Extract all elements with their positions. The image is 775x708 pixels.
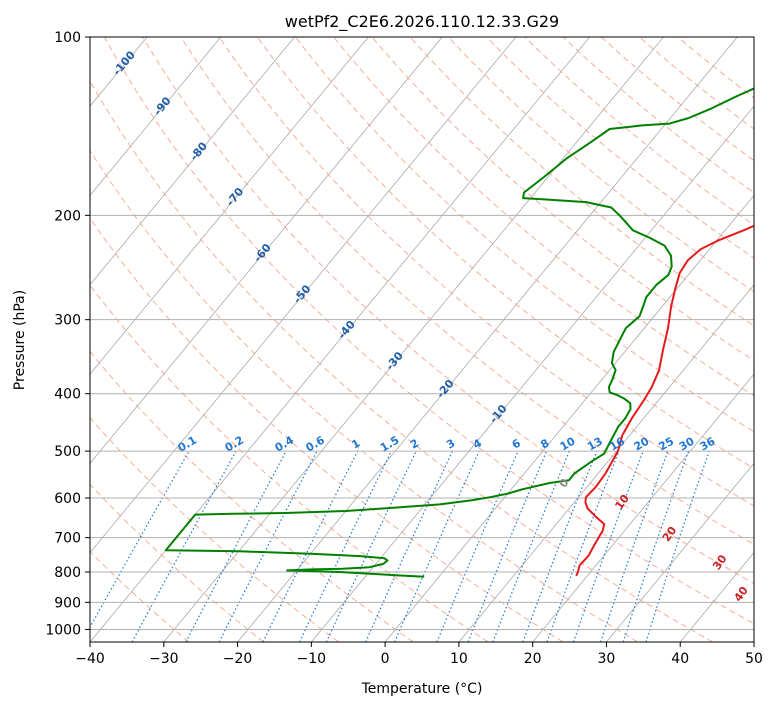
- y-axis: 100 200 300 400 500 600 700 800 900 1000: [45, 30, 90, 638]
- y-tick-label: 500: [54, 444, 81, 460]
- dry-adiabat-line: [104, 37, 754, 625]
- y-tick-label: 1000: [45, 622, 81, 638]
- x-tick-label: −30: [149, 651, 179, 667]
- dry-adiabat-line: [448, 37, 754, 293]
- mixing-ratio-line: [436, 450, 519, 642]
- isotherm-line: [90, 37, 443, 464]
- y-tick-label: 200: [54, 208, 81, 224]
- isotherm-line: [606, 462, 754, 642]
- dry-adiabat-line: [524, 37, 754, 226]
- mixing-ratio-line: [365, 450, 454, 642]
- temperature-profile-line: [575, 224, 754, 577]
- y-tick-label: 400: [54, 387, 81, 403]
- mixing-ratio-line: [572, 450, 644, 642]
- y-tick-label: 700: [54, 531, 81, 547]
- dry-adiabat-line: [90, 483, 265, 642]
- dewpoint-profile-line: [164, 87, 754, 578]
- y-tick-label: 100: [54, 30, 81, 46]
- x-axis: −40 −30 −20 −10 0 10 20 30 40 50: [75, 642, 763, 667]
- pressure-gridlines: [90, 37, 754, 630]
- dry-adiabat-line: [486, 37, 754, 259]
- profiles: [164, 87, 754, 578]
- x-tick-label: −10: [297, 651, 327, 667]
- isotherm-line: [90, 37, 222, 196]
- dry-adiabat-line: [333, 37, 754, 397]
- dry-adiabat-line: [295, 37, 754, 433]
- background-lines: [90, 37, 754, 642]
- mixing-ratio-line: [262, 450, 359, 642]
- dry-adiabat-line: [90, 417, 339, 642]
- plot-frame: [89, 36, 755, 643]
- dry-adiabat-line: [142, 37, 754, 585]
- mixing-ratio-line: [299, 450, 392, 642]
- x-tick-label: 30: [598, 651, 616, 667]
- dry-adiabat-line: [90, 149, 639, 642]
- x-tick-label: −40: [75, 651, 105, 667]
- y-tick-label: 600: [54, 491, 81, 507]
- isotherm-line: [163, 37, 664, 642]
- isotherm-line: [532, 373, 754, 642]
- dry-adiabat-line: [90, 284, 489, 642]
- chart-title: wetPf2_C2E6.2026.110.12.33.G29: [285, 12, 559, 32]
- mixing-ratio-line: [394, 450, 480, 642]
- mixing-ratio-line: [90, 450, 190, 629]
- y-tick-label: 900: [54, 595, 81, 611]
- y-axis-label: Pressure (hPa): [12, 290, 28, 390]
- isotherm-line: [90, 37, 369, 375]
- mixing-ratio-line: [131, 450, 237, 642]
- isotherm-line: [458, 284, 754, 642]
- dry-adiabat-line: [371, 37, 754, 361]
- x-tick-label: 0: [381, 651, 390, 667]
- dry-adiabat-line: [90, 80, 713, 642]
- dry-adiabat-line: [90, 217, 564, 642]
- y-tick-label: 300: [54, 313, 81, 329]
- dry-adiabat-line: [218, 37, 754, 507]
- mixing-ratio-line: [622, 450, 690, 642]
- x-tick-label: −20: [223, 651, 253, 667]
- mixing-ratio-line: [645, 450, 710, 642]
- isotherm-line: [310, 105, 754, 642]
- isotherm-line: [90, 37, 295, 286]
- x-tick-label: 10: [450, 651, 468, 667]
- x-tick-label: 20: [524, 651, 542, 667]
- mixing-ratio-line: [325, 450, 417, 642]
- isotherm-line: [237, 37, 738, 642]
- x-axis-label: Temperature (°C): [361, 681, 483, 697]
- isotherm-line: [90, 37, 517, 554]
- x-tick-label: 50: [745, 651, 763, 667]
- mixing-ratio-line: [600, 450, 669, 642]
- y-tick-label: 800: [54, 565, 81, 581]
- isotherm-line: [384, 194, 754, 642]
- dry-adiabat-line: [180, 37, 754, 545]
- x-tick-label: 40: [671, 651, 689, 667]
